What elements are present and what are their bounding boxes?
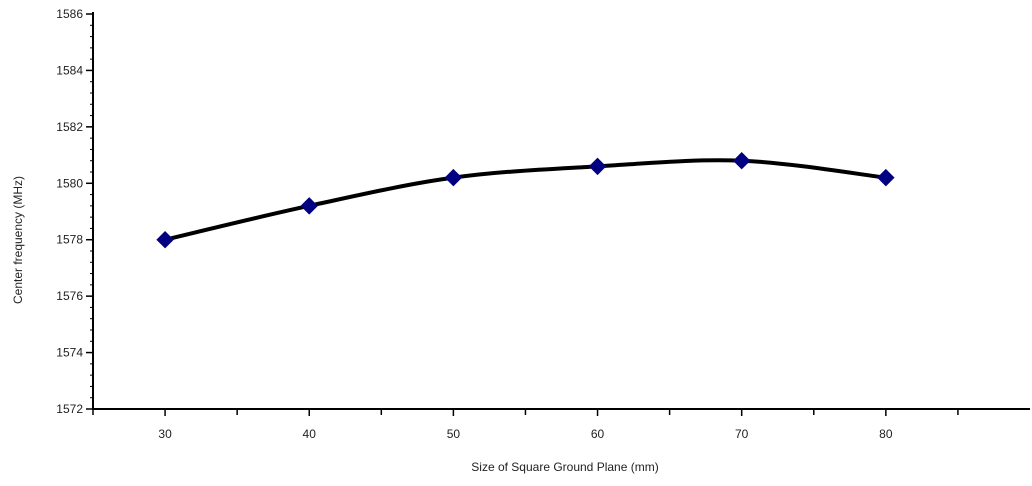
y-tick-label: 1584 [56, 63, 83, 77]
x-ticks: 30 40 50 60 70 80 [92, 409, 959, 441]
x-tick-label: 50 [447, 427, 461, 441]
x-tick-label: 40 [303, 427, 317, 441]
x-tick-label: 80 [879, 427, 893, 441]
x-axis-label: Size of Square Ground Plane (mm) [471, 460, 658, 474]
data-point-marker [156, 231, 174, 249]
axes [92, 12, 1030, 410]
y-tick-label: 1580 [56, 176, 83, 190]
data-point-marker [444, 168, 463, 187]
data-point-marker [300, 197, 318, 215]
y-tick-label: 1582 [56, 120, 83, 134]
x-tick-label: 60 [591, 427, 605, 441]
data-point-marker [588, 157, 607, 176]
y-tick-label: 1578 [56, 233, 83, 247]
y-tick-label: 1574 [56, 346, 83, 360]
x-tick-label: 30 [158, 427, 172, 441]
series-line [164, 158, 887, 242]
y-tick-label: 1586 [56, 7, 83, 21]
data-point-marker [732, 152, 751, 170]
y-tick-label: 1576 [56, 289, 83, 303]
y-tick-label: 1572 [56, 402, 83, 416]
data-point-marker [877, 168, 895, 187]
y-ticks: 1572 1574 1576 1578 1580 1582 1584 1586 [56, 7, 93, 416]
series [156, 152, 895, 249]
x-tick-label: 70 [735, 427, 749, 441]
y-axis-label: Center frequency (MHz) [11, 176, 25, 304]
